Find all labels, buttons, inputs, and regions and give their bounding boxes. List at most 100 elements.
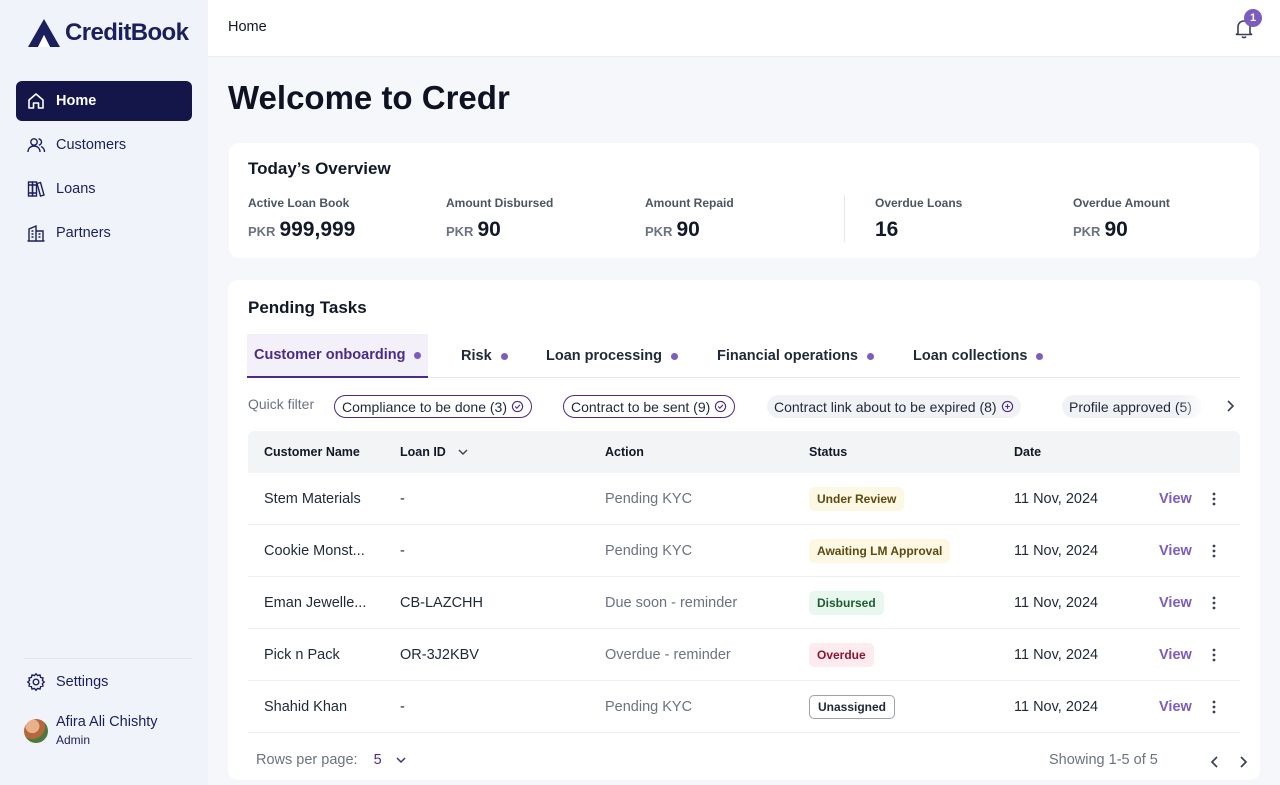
col-loan-id[interactable]: Loan ID bbox=[400, 431, 470, 473]
status-badge: Disbursed bbox=[809, 591, 884, 615]
sidebar-item-settings[interactable]: Settings bbox=[16, 662, 192, 702]
check-circle-icon bbox=[511, 400, 524, 413]
rows-per-page-value: 5 bbox=[373, 752, 382, 768]
chip-label: Compliance to be done (3) bbox=[342, 398, 507, 415]
filter-chip-profile-approved[interactable]: Profile approved (5) bbox=[1062, 395, 1202, 418]
sidebar-item-label: Loans bbox=[56, 181, 96, 197]
table-row[interactable]: Pick n Pack OR-3J2KBV Overdue - reminder… bbox=[248, 629, 1240, 681]
col-customer-name[interactable]: Customer Name bbox=[264, 445, 360, 459]
task-tabs: Customer onboarding Risk Loan processing… bbox=[247, 334, 1240, 378]
col-action[interactable]: Action bbox=[605, 445, 644, 459]
overview-card: Today’s Overview Active Loan Book PKR 999… bbox=[229, 143, 1259, 258]
tab-label: Financial operations bbox=[717, 348, 858, 364]
cell-customer-name: Pick n Pack bbox=[264, 647, 340, 663]
sidebar-item-label: Customers bbox=[56, 137, 127, 153]
stat-amount-disbursed: Amount Disbursed PKR 90 bbox=[446, 196, 553, 242]
quick-filter-label: Quick filter bbox=[248, 396, 315, 412]
stat-value: 90 bbox=[477, 218, 501, 241]
books-icon bbox=[27, 181, 45, 197]
cell-loan-id: OR-3J2KBV bbox=[400, 647, 479, 663]
stat-active-loan-book: Active Loan Book PKR 999,999 bbox=[248, 196, 355, 242]
settings-label: Settings bbox=[56, 674, 109, 690]
view-link[interactable]: View bbox=[1159, 491, 1192, 507]
view-link[interactable]: View bbox=[1159, 595, 1192, 611]
table-row[interactable]: Stem Materials - Pending KYC Under Revie… bbox=[248, 473, 1240, 525]
cell-loan-id: - bbox=[400, 543, 405, 559]
more-vertical-icon[interactable] bbox=[1206, 543, 1222, 559]
pending-tasks-title: Pending Tasks bbox=[248, 298, 367, 317]
col-date[interactable]: Date bbox=[1014, 445, 1042, 459]
stat-value: 16 bbox=[875, 218, 899, 241]
cell-customer-name: Cookie Monst... bbox=[264, 543, 365, 559]
tab-loan-collections[interactable]: Loan collections bbox=[913, 334, 1044, 378]
cell-action: Pending KYC bbox=[605, 491, 693, 507]
chevron-down-icon bbox=[458, 449, 468, 455]
sidebar-item-partners[interactable]: Partners bbox=[16, 213, 192, 253]
filter-chip-compliance[interactable]: Compliance to be done (3) bbox=[334, 395, 532, 418]
sidebar-item-loans[interactable]: Loans bbox=[16, 169, 192, 209]
tab-risk[interactable]: Risk bbox=[461, 334, 508, 378]
sidebar-item-label: Home bbox=[56, 93, 97, 109]
status-badge: Overdue bbox=[809, 643, 874, 667]
stat-divider bbox=[844, 195, 845, 242]
notification-button[interactable]: 1 bbox=[1232, 9, 1262, 40]
stat-overdue-loans: Overdue Loans 16 bbox=[875, 196, 962, 242]
more-vertical-icon[interactable] bbox=[1206, 595, 1222, 611]
more-vertical-icon[interactable] bbox=[1206, 647, 1222, 663]
user-role: Admin bbox=[56, 733, 91, 747]
chevron-down-icon bbox=[396, 757, 406, 764]
sidebar-nav: Home Customers Loans Partners bbox=[16, 81, 192, 257]
col-status[interactable]: Status bbox=[809, 445, 848, 459]
view-link[interactable]: View bbox=[1159, 543, 1192, 559]
tab-dot bbox=[671, 352, 679, 360]
chip-label: Profile approved (5) bbox=[1069, 398, 1192, 415]
user-profile[interactable]: Afira Ali Chishty Admin bbox=[24, 714, 158, 747]
sidebar: CreditBook Home Customers Loans Partners… bbox=[0, 0, 208, 785]
rows-per-page-select[interactable]: 5 bbox=[374, 752, 408, 768]
filter-chip-contract-expiring[interactable]: Contract link about to be expired (8) bbox=[767, 395, 1021, 418]
sidebar-item-customers[interactable]: Customers bbox=[16, 125, 192, 165]
breadcrumb[interactable]: Home bbox=[228, 19, 267, 35]
stat-overdue-amount: Overdue Amount PKR 90 bbox=[1073, 196, 1170, 242]
cell-loan-id: - bbox=[400, 491, 405, 507]
table-row[interactable]: Shahid Khan - Pending KYC Unassigned 11 … bbox=[248, 681, 1240, 733]
page-title: Welcome to Credr bbox=[228, 79, 510, 116]
stat-value: 999,999 bbox=[279, 218, 356, 241]
tab-label: Risk bbox=[461, 348, 492, 364]
stat-label: Active Loan Book bbox=[248, 196, 350, 210]
users-icon bbox=[27, 138, 46, 153]
prev-page-button[interactable] bbox=[1205, 752, 1225, 772]
col-label: Loan ID bbox=[400, 445, 446, 459]
filter-chip-contract-sent[interactable]: Contract to be sent (9) bbox=[563, 395, 736, 418]
more-vertical-icon[interactable] bbox=[1206, 491, 1222, 507]
table-row[interactable]: Cookie Monst... - Pending KYC Awaiting L… bbox=[248, 525, 1240, 577]
tab-dot bbox=[867, 352, 874, 360]
avatar bbox=[24, 718, 48, 743]
status-badge: Awaiting LM Approval bbox=[809, 539, 951, 563]
logo[interactable]: CreditBook bbox=[27, 18, 189, 48]
status-badge: Unassigned bbox=[809, 695, 896, 719]
next-page-button[interactable] bbox=[1233, 752, 1253, 772]
stat-label: Amount Repaid bbox=[645, 196, 734, 210]
cell-action: Due soon - reminder bbox=[605, 595, 738, 611]
tab-customer-onboarding[interactable]: Customer onboarding bbox=[247, 334, 429, 378]
table-row[interactable]: Eman Jewelle... CB-LAZCHH Due soon - rem… bbox=[248, 577, 1240, 629]
sidebar-item-home[interactable]: Home bbox=[16, 81, 192, 121]
cell-action: Pending KYC bbox=[605, 699, 693, 715]
view-link[interactable]: View bbox=[1159, 647, 1192, 663]
chip-label: Contract link about to be expired (8) bbox=[774, 398, 997, 415]
chip-label: Contract to be sent (9) bbox=[571, 398, 711, 415]
more-vertical-icon[interactable] bbox=[1206, 699, 1222, 715]
tab-loan-processing[interactable]: Loan processing bbox=[546, 334, 679, 378]
topbar: Home 1 bbox=[208, 0, 1280, 57]
pending-tasks-card: Pending Tasks Customer onboarding Risk L… bbox=[228, 280, 1260, 780]
view-link[interactable]: View bbox=[1159, 699, 1192, 715]
rows-per-page: Rows per page: 5 bbox=[256, 752, 408, 768]
cell-loan-id: CB-LAZCHH bbox=[400, 595, 483, 611]
chevron-right-icon[interactable] bbox=[1221, 397, 1239, 415]
tab-financial-operations[interactable]: Financial operations bbox=[717, 334, 874, 378]
stat-currency: PKR bbox=[446, 224, 474, 239]
stat-label: Overdue Amount bbox=[1073, 196, 1170, 210]
stat-label: Amount Disbursed bbox=[446, 196, 554, 210]
status-badge: Under Review bbox=[809, 487, 905, 511]
